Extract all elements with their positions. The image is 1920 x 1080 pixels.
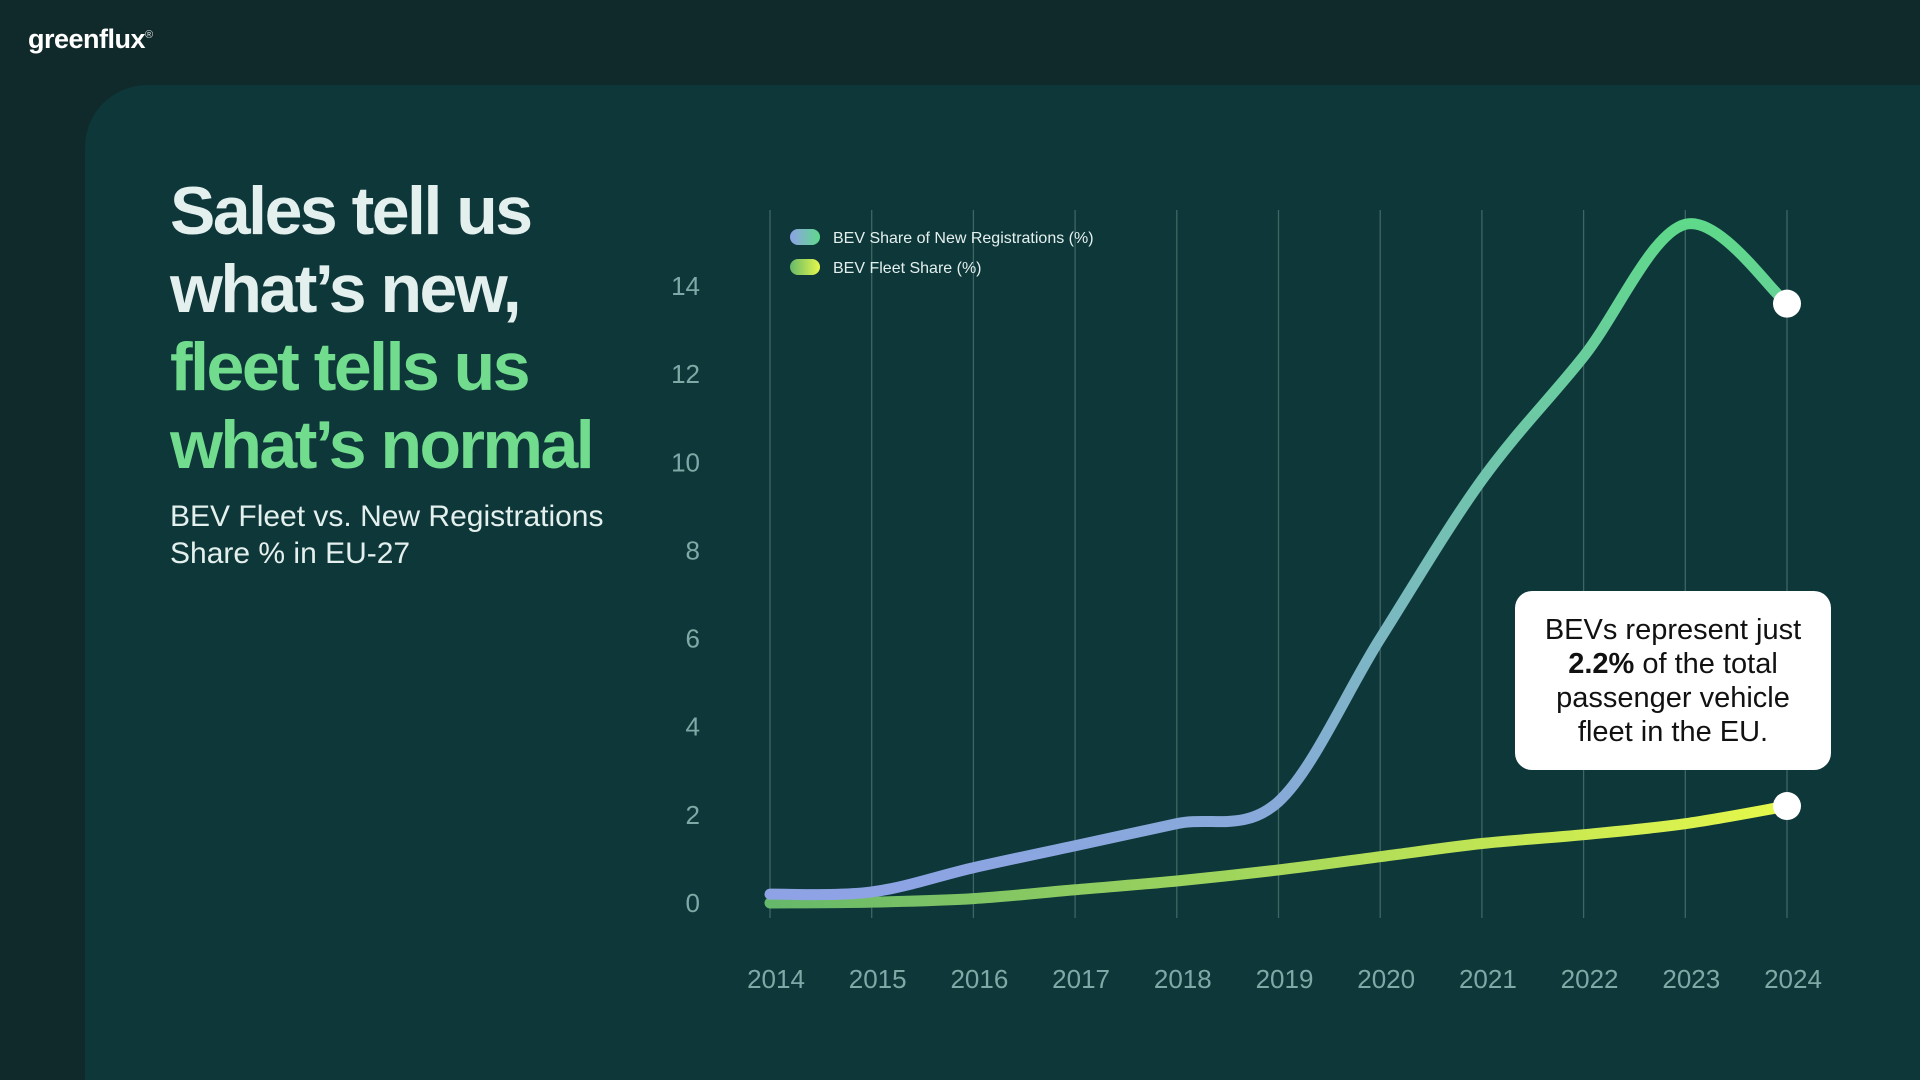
callout-text: BEVs represent just 2.2% of the total pas… — [1533, 613, 1813, 749]
series-line-fleet — [764, 800, 1793, 909]
legend-label-registrations: BEV Share of New Registrations (%) — [833, 230, 1094, 247]
x-tick-label-2021: 2021 — [1459, 964, 1517, 994]
y-tick-label-14: 14 — [671, 271, 700, 301]
x-tick-label-2016: 2016 — [950, 964, 1008, 994]
x-tick-label-2015: 2015 — [849, 964, 907, 994]
x-axis: 2014 2015 2016 2017 2018 2019 2020 2021 2022 2023… — [747, 964, 1822, 994]
registered-mark: ® — [145, 29, 153, 41]
y-tick-label-2: 2 — [686, 800, 700, 830]
y-tick-label-0: 0 — [686, 888, 700, 918]
headline-line-2a: fleet tells us — [170, 329, 531, 405]
headline-line-1b: what’s new, — [170, 251, 522, 327]
headline-line-2b: what’s normal — [170, 407, 595, 483]
chart-subtitle: BEV Fleet vs. New Registrations Share % … — [170, 498, 604, 572]
x-tick-label-2023: 2023 — [1662, 964, 1720, 994]
series-layer — [764, 218, 1801, 909]
grid-lines — [769, 210, 1788, 918]
callout-text-after: of the total passenger vehicle fleet in … — [1556, 647, 1790, 748]
legend-label-fleet: BEV Fleet Share (%) — [833, 260, 982, 277]
x-tick-label-2020: 2020 — [1357, 964, 1415, 994]
y-tick-label-8: 8 — [686, 535, 700, 565]
headline-line-1a: Sales tell us — [170, 173, 533, 249]
callout-text-before: BEVs represent just — [1544, 613, 1802, 646]
x-tick-label-2019: 2019 — [1256, 964, 1314, 994]
legend: BEV Share of New Registrations (%) BEV Fl… — [790, 229, 1094, 277]
fleet-callout: BEVs represent just 2.2% of the total pas… — [1515, 591, 1831, 770]
y-tick-label-4: 4 — [686, 712, 700, 742]
y-tick-label-10: 10 — [671, 447, 700, 477]
x-tick-label-2018: 2018 — [1154, 964, 1212, 994]
x-tick-label-2022: 2022 — [1561, 964, 1619, 994]
brand-logo: greenflux® — [28, 24, 153, 55]
x-tick-label-2014: 2014 — [747, 964, 805, 994]
legend-swatch-fleet — [790, 259, 820, 275]
point-registrations-2024 — [1773, 289, 1801, 318]
page-title: Sales tell us what’s new, fleet tells us… — [170, 172, 595, 484]
point-fleet-2024 — [1773, 792, 1801, 821]
x-tick-label-2024: 2024 — [1764, 964, 1822, 994]
y-tick-label-12: 12 — [671, 359, 700, 389]
series-line-registrations — [764, 218, 1793, 901]
y-tick-label-6: 6 — [686, 624, 700, 654]
x-tick-label-2017: 2017 — [1052, 964, 1110, 994]
subtitle-line-2: Share % in EU-27 — [170, 537, 411, 570]
callout-highlight: 2.2% — [1568, 647, 1635, 680]
subtitle-line-1: BEV Fleet vs. New Registrations — [170, 500, 604, 533]
content-panel — [85, 85, 1920, 1080]
legend-swatch-registrations — [790, 229, 820, 245]
brand-name: greenflux — [28, 24, 146, 54]
y-axis: 0 2 4 6 8 10 12 14 — [671, 271, 700, 918]
